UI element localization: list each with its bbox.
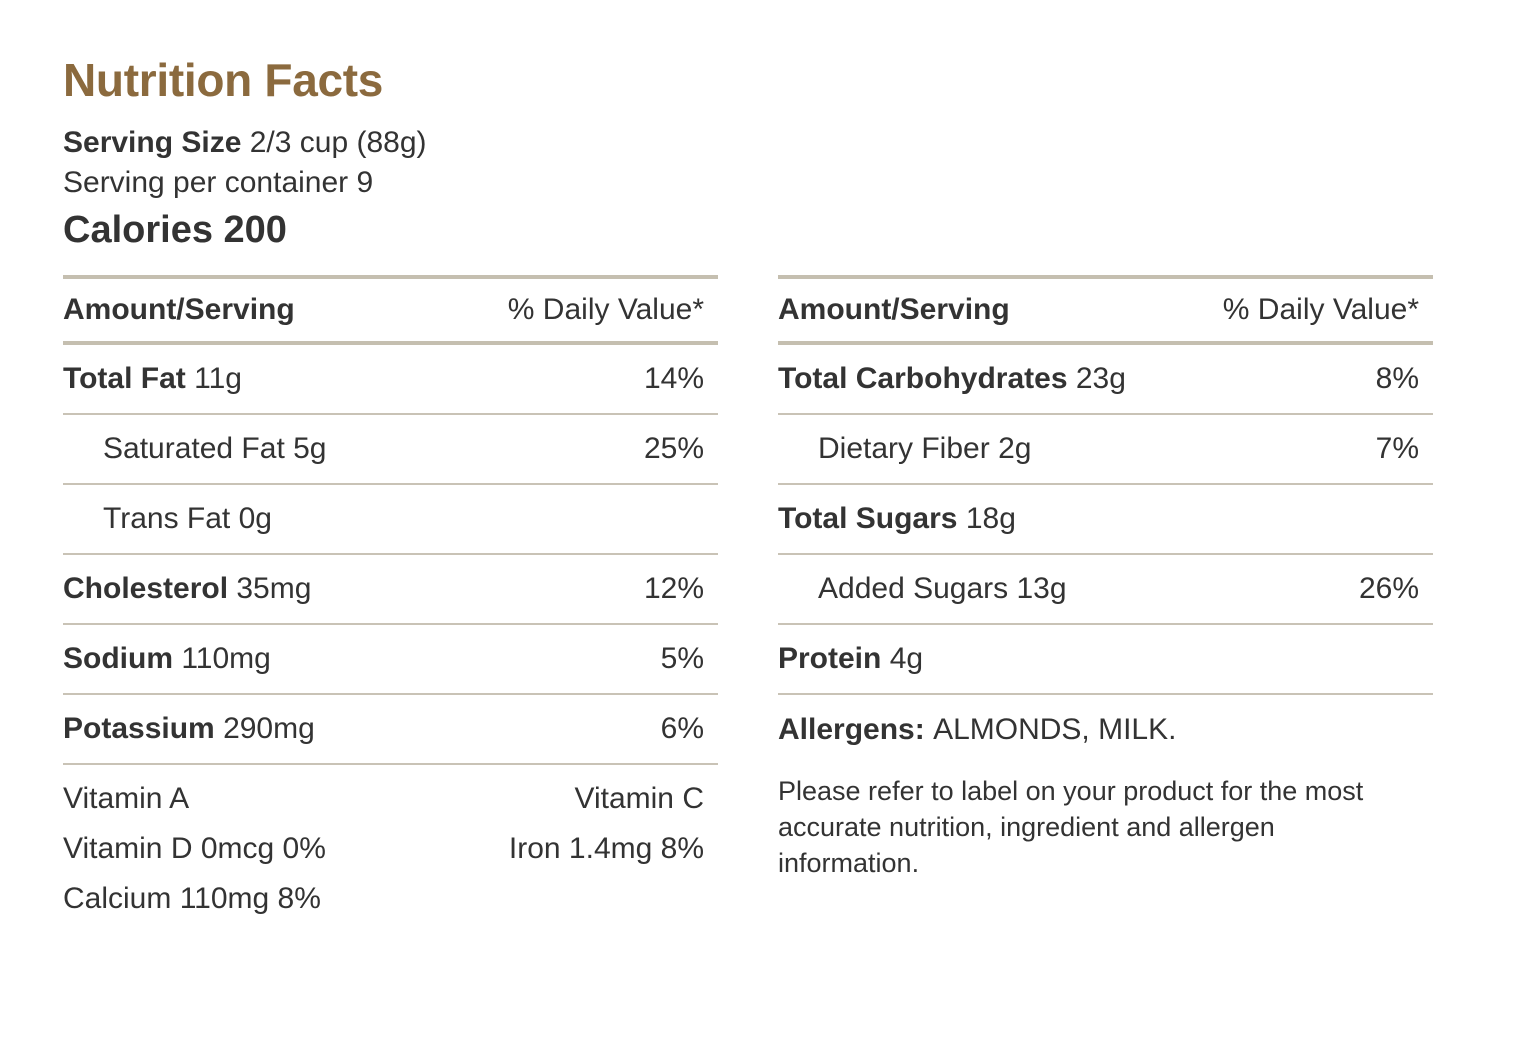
allergens-value: ALMONDS, MILK. (933, 713, 1177, 746)
nutrient-label: Saturated Fat 5g (103, 432, 327, 466)
nutrient-name: Dietary Fiber (818, 432, 990, 465)
nutrient-name: Trans Fat (103, 502, 231, 535)
nutrient-label: Trans Fat 0g (103, 502, 272, 536)
nutrient-label: Potassium 290mg (63, 712, 315, 746)
nutrient-name: Total Fat (63, 362, 186, 395)
nutrient-row-saturated-fat: Saturated Fat 5g 25% (63, 415, 718, 485)
iron: Iron 1.4mg 8% (508, 832, 704, 865)
nutrient-row-total-carbohydrates: Total Carbohydrates 23g 8% (778, 345, 1433, 415)
vitamin-a: Vitamin A (63, 782, 190, 815)
calories: Calories 200 (63, 209, 287, 251)
nutrient-amount: 2g (998, 432, 1032, 465)
nutrient-row-protein: Protein 4g (778, 625, 1433, 695)
nutrient-name: Total Carbohydrates (778, 362, 1068, 395)
nutrient-name: Sodium (63, 642, 173, 675)
nutrient-amount: 5g (293, 432, 327, 465)
nutrient-label: Dietary Fiber 2g (818, 432, 1031, 466)
nutrient-name: Potassium (63, 712, 215, 745)
nutrient-label: Total Sugars 18g (778, 502, 1016, 536)
nutrient-dv: 25% (643, 432, 704, 465)
serving-size: Serving Size 2/3 cup (88g) (63, 124, 427, 162)
nutrient-dv: 14% (643, 362, 704, 395)
page-title: Nutrition Facts (63, 54, 384, 106)
nutrient-row-added-sugars: Added Sugars 13g 26% (778, 555, 1433, 625)
amount-per-serving-header: Amount/Serving (63, 293, 295, 326)
nutrient-row-cholesterol: Cholesterol 35mg 12% (63, 555, 718, 625)
nutrient-row-potassium: Potassium 290mg 6% (63, 695, 718, 765)
disclaimer-text: Please refer to label on your product fo… (778, 776, 1364, 878)
nutrient-label: Total Carbohydrates 23g (778, 362, 1126, 396)
nutrient-amount: 110mg (181, 642, 271, 675)
vitamins-empty-cell (509, 881, 704, 917)
allergens-label: Allergens: (778, 713, 925, 746)
serving-size-label: Serving Size (63, 126, 242, 159)
daily-value-header: % Daily Value* (1222, 293, 1419, 326)
nutrient-dv: 7% (1375, 432, 1419, 465)
nutrient-row-trans-fat: Trans Fat 0g (63, 485, 718, 555)
nutrient-amount: 13g (1016, 572, 1067, 605)
nutrient-name: Total Sugars (778, 502, 958, 535)
nutrient-table-right: Amount/Serving % Daily Value* Total Carb… (778, 275, 1433, 881)
vitamins-minerals: Vitamin A Vitamin C Vitamin D 0mcg 0% Ir… (63, 781, 718, 917)
vitamin-c: Vitamin C (574, 782, 705, 815)
nutrient-dv: 12% (643, 572, 704, 605)
nutrient-row-dietary-fiber: Dietary Fiber 2g 7% (778, 415, 1433, 485)
nutrient-amount: 35mg (236, 572, 312, 605)
nutrient-label: Cholesterol 35mg (63, 572, 311, 606)
nutrient-amount: 290mg (223, 712, 315, 745)
nutrient-dv: 8% (1375, 362, 1419, 395)
allergens: Allergens: ALMONDS, MILK. (778, 695, 1433, 765)
nutrient-label: Protein 4g (778, 642, 923, 676)
nutrient-amount: 4g (889, 642, 924, 675)
nutrient-row-total-sugars: Total Sugars 18g (778, 485, 1433, 555)
nutrient-table-left: Amount/Serving % Daily Value* Total Fat … (63, 275, 718, 917)
nutrient-row-sodium: Sodium 110mg 5% (63, 625, 718, 695)
table-header: Amount/Serving % Daily Value* (63, 275, 718, 345)
nutrient-dv: 6% (660, 712, 704, 745)
serving-size-value: 2/3 cup (88g) (249, 126, 427, 159)
nutrient-amount: 11g (194, 362, 242, 395)
nutrient-label: Sodium 110mg (63, 642, 271, 676)
nutrient-amount: 23g (1075, 362, 1126, 395)
table-header: Amount/Serving % Daily Value* (778, 275, 1433, 345)
nutrient-name: Saturated Fat (103, 432, 285, 465)
nutrient-label: Added Sugars 13g (818, 572, 1067, 606)
nutrient-name: Added Sugars (818, 572, 1009, 605)
nutrient-dv: 26% (1358, 572, 1419, 605)
calcium: Calcium 110mg 8% (63, 882, 321, 915)
amount-per-serving-header: Amount/Serving (778, 293, 1010, 326)
daily-value-header: % Daily Value* (507, 293, 704, 326)
servings-per-container: Serving per container 9 (63, 166, 374, 199)
nutrient-name: Protein (778, 642, 882, 675)
nutrient-amount: 0g (238, 502, 272, 535)
nutrient-amount: 18g (965, 502, 1016, 535)
vitamin-d: Vitamin D 0mcg 0% (63, 832, 326, 865)
nutrient-dv: 5% (660, 642, 704, 675)
nutrient-row-total-fat: Total Fat 11g 14% (63, 345, 718, 415)
nutrient-name: Cholesterol (63, 572, 229, 605)
nutrient-label: Total Fat 11g (63, 362, 242, 396)
